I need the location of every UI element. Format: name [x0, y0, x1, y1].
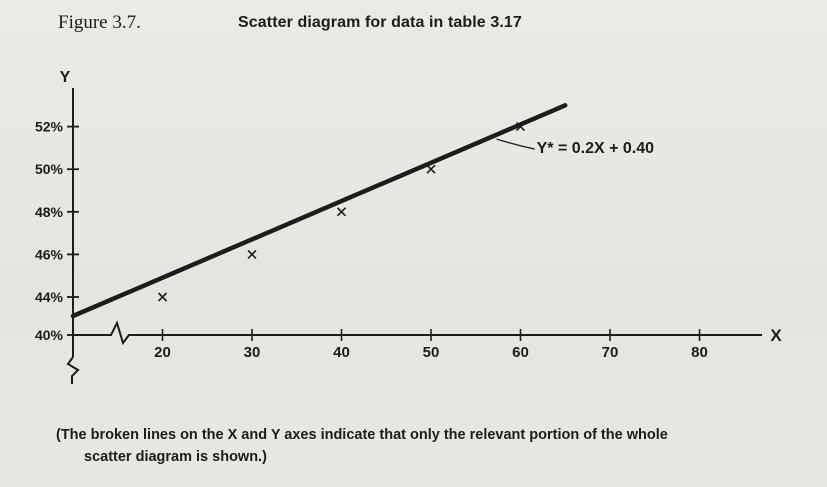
- y-tick-label: 44%: [35, 289, 64, 305]
- x-tick-label: 70: [602, 344, 619, 361]
- axes: YX: [60, 69, 782, 384]
- x-axis-line: [73, 320, 762, 346]
- y-axis-title: Y: [60, 69, 71, 86]
- x-tick-label: 20: [154, 344, 171, 361]
- caption-line-1: (The broken lines on the X and Y axes in…: [56, 427, 668, 443]
- x-tick-label: 40: [333, 344, 350, 361]
- data-point: [336, 207, 347, 217]
- x-tick-label: 50: [423, 344, 440, 361]
- figure-label: Figure 3.7.: [58, 12, 141, 33]
- data-point-stroke: [426, 164, 436, 174]
- fit-line-leader: [496, 138, 535, 150]
- caption-line-2: scatter diagram is shown.): [84, 449, 267, 465]
- y-tick-label: 52%: [35, 119, 64, 135]
- figure-title: Scatter diagram for data in table 3.17: [238, 14, 522, 31]
- ticks: 40% 44% 46% 48% 50% 52% 20 30 40 50 60 70 80: [35, 119, 708, 361]
- y-tick-label: 48%: [35, 204, 64, 220]
- data-point: [426, 164, 436, 174]
- x-tick-label: 30: [244, 344, 261, 361]
- fit-line-equation: Y* = 0.2X + 0.40: [537, 140, 655, 157]
- y-axis-break: [66, 356, 80, 384]
- data-point-stroke: [515, 122, 526, 132]
- data-point-stroke: [336, 207, 347, 217]
- y-tick-label: 40%: [35, 327, 64, 343]
- x-tick-label: 60: [512, 344, 529, 361]
- fit-line: [70, 103, 568, 319]
- x-tick-label: 80: [691, 344, 708, 361]
- data-point: [157, 292, 168, 302]
- data-points: [157, 122, 526, 302]
- x-axis-title: X: [770, 326, 782, 345]
- figure-caption: (The broken lines on the X and Y axes in…: [56, 424, 816, 468]
- data-point-stroke: [247, 249, 257, 259]
- scatter-chart: YX 40%44%46%48%50%52%20 30 40 50 60 70 80 Y* =…: [35, 69, 782, 384]
- y-tick-label: 46%: [35, 246, 64, 262]
- data-point: [515, 122, 526, 132]
- data-point-stroke: [157, 292, 168, 302]
- data-point: [247, 249, 257, 259]
- fit-line-group: Y* = 0.2X + 0.40: [70, 103, 655, 319]
- y-tick-label: 50%: [35, 161, 64, 177]
